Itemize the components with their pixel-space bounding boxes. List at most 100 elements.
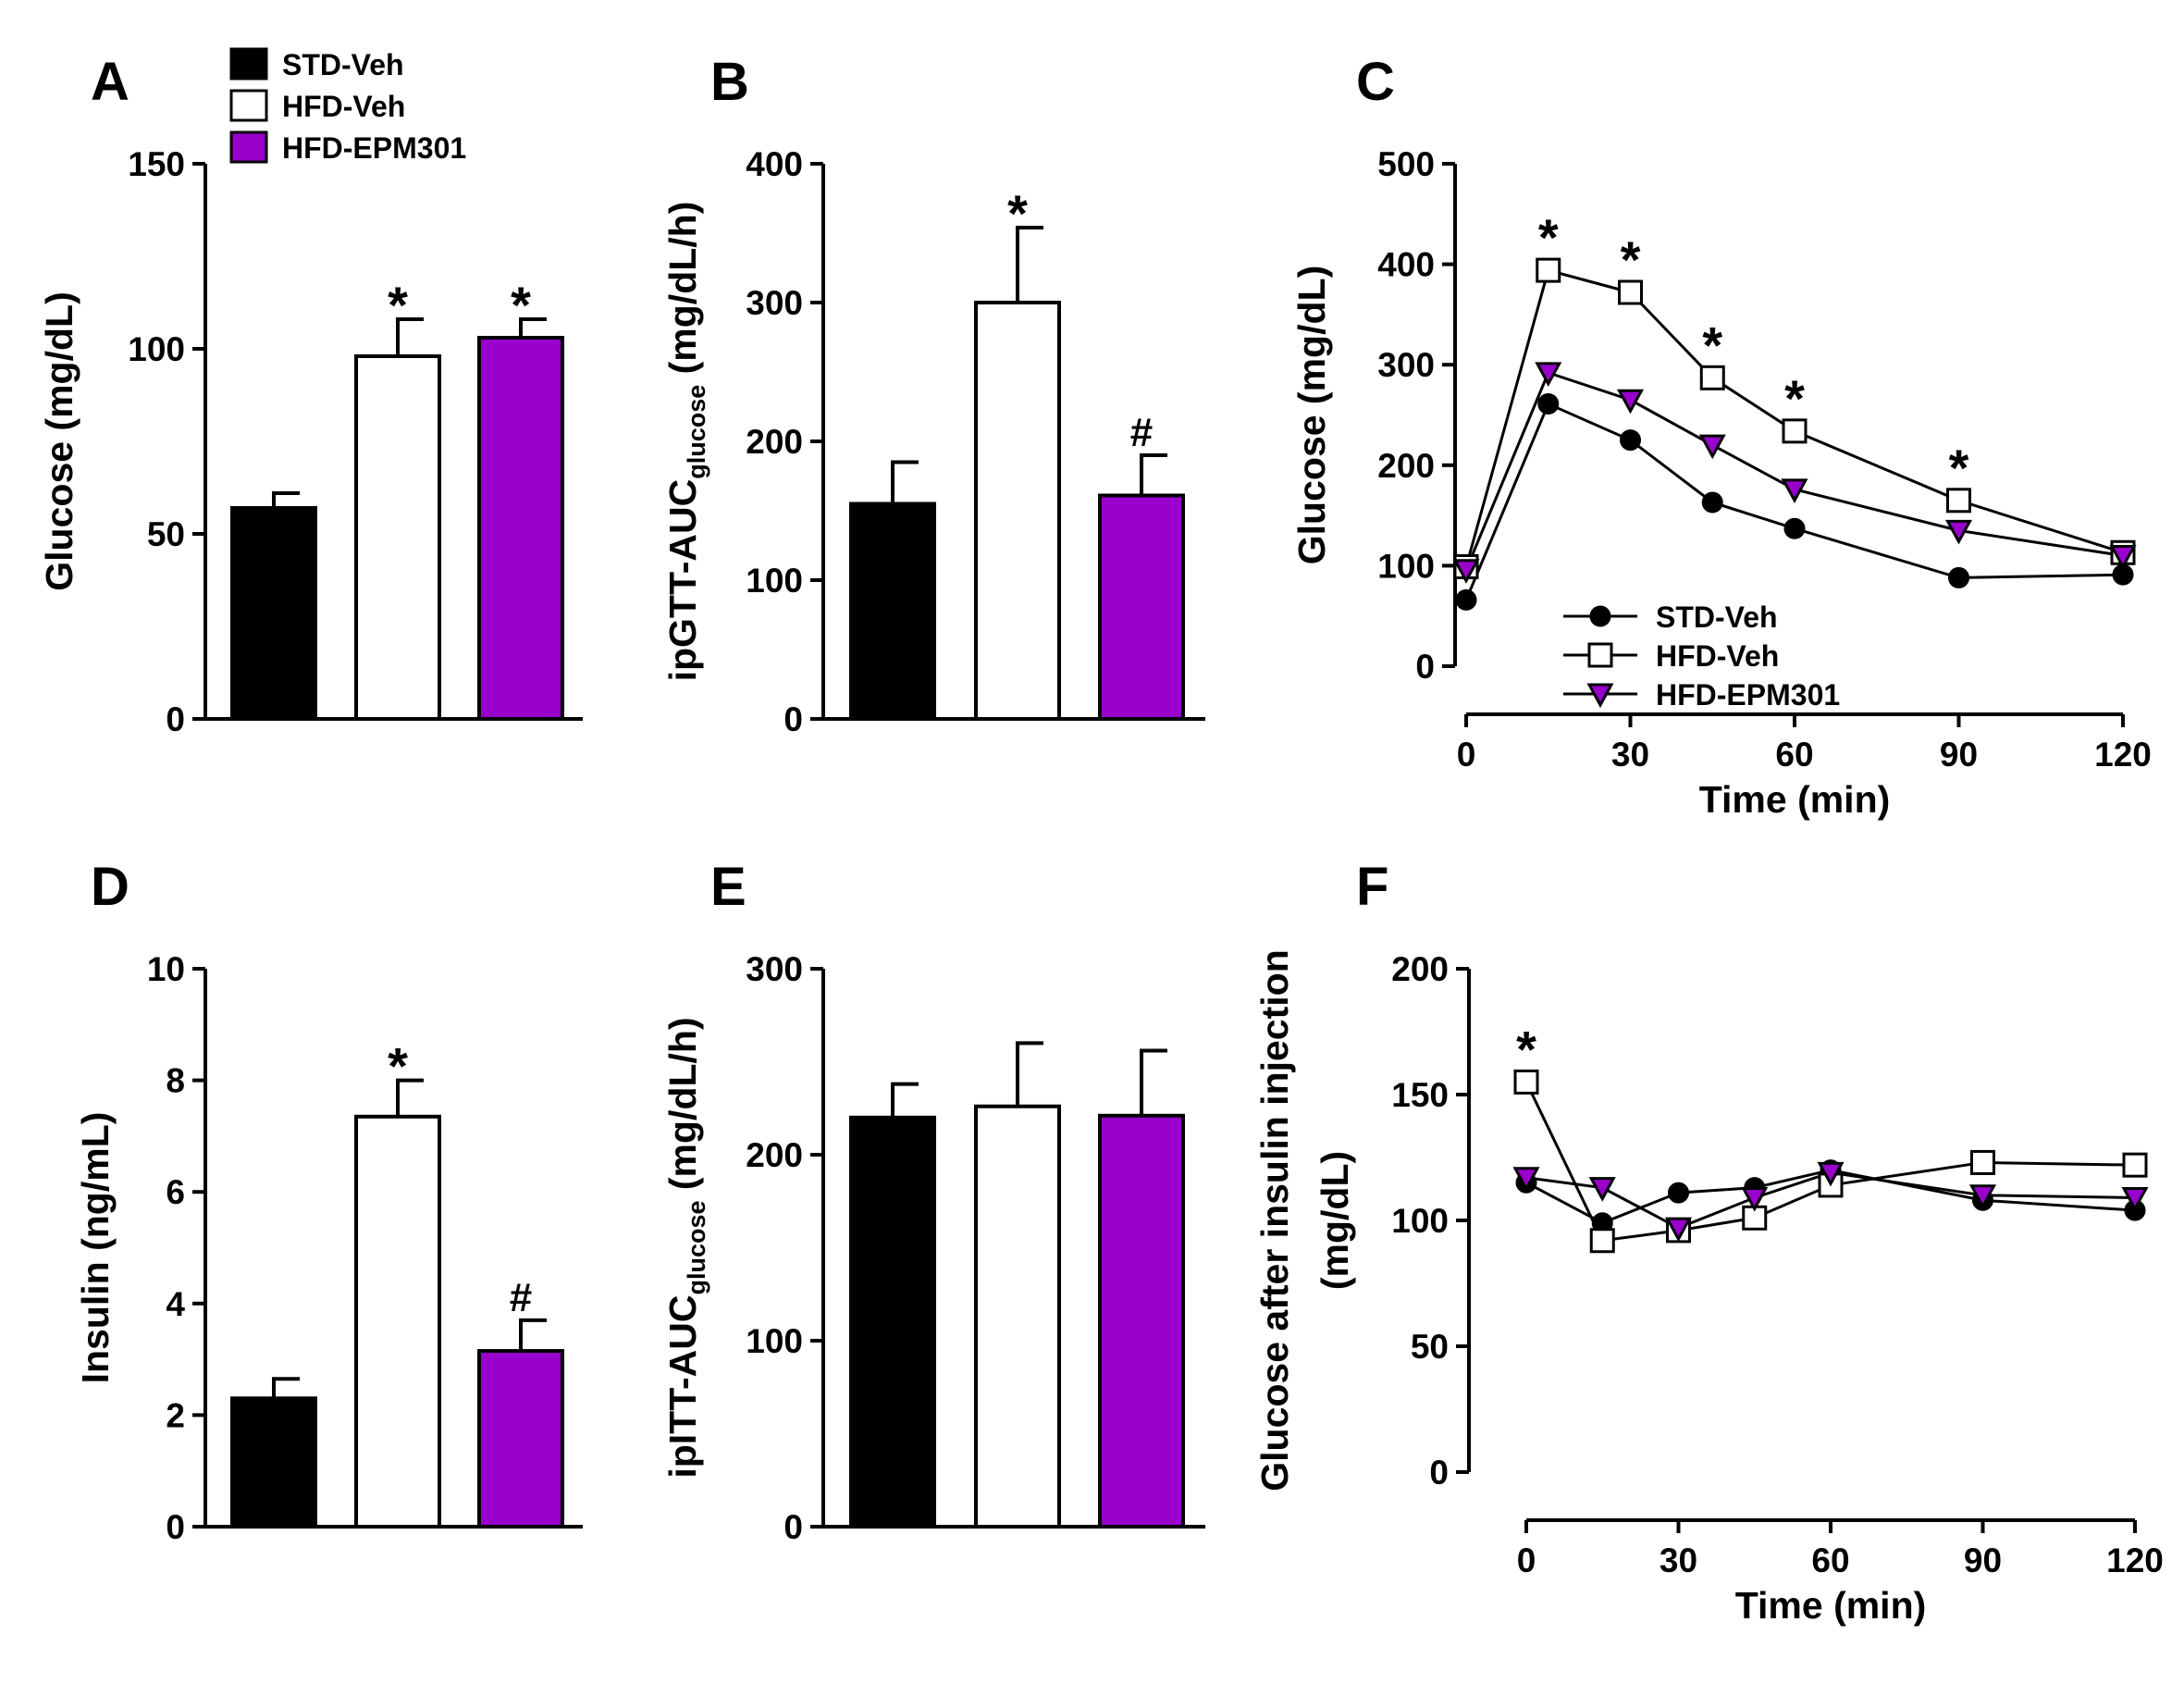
panel-f-x-tick-label-0: 0 bbox=[1517, 1541, 1536, 1579]
panel-f-x-tick-label-120: 120 bbox=[2106, 1541, 2164, 1579]
panel-c-point-std-veh-30 bbox=[1620, 429, 1641, 452]
panel-d-y-title: Insulin (ng/mL) bbox=[74, 1112, 117, 1384]
legend-line-label-std-veh: STD-Veh bbox=[1656, 600, 1778, 634]
panel-c-point-hfd-epm301-15 bbox=[1535, 362, 1562, 388]
panel-c-point-hfd-epm301-0 bbox=[1452, 559, 1480, 584]
panel-c-point-std-veh-45 bbox=[1701, 491, 1723, 514]
panel-f-y-tick-label-100: 100 bbox=[1391, 1202, 1449, 1240]
panel-e-y-tick-label-100: 100 bbox=[746, 1322, 803, 1360]
panel-a-y-tick-label-0: 0 bbox=[166, 700, 185, 738]
panel-f-point-hfd-veh-15 bbox=[1589, 1228, 1615, 1254]
panel-f-x-title: Time (min) bbox=[1735, 1584, 1927, 1627]
panel-a-letter: A bbox=[91, 52, 130, 112]
panel-b-y-title-main: ipGTT-AUC bbox=[661, 479, 704, 682]
panel-b-y-tick-label-400: 400 bbox=[746, 145, 803, 183]
panel-c-point-hfd-veh-45 bbox=[1699, 365, 1725, 390]
panel-e-letter: E bbox=[710, 857, 747, 917]
panel-b-y-title-sub: glucose bbox=[683, 385, 710, 479]
panel-c-point-std-veh-0 bbox=[1455, 588, 1477, 611]
legend-line-label-hfd-epm301: HFD-EPM301 bbox=[1656, 678, 1840, 712]
panel-c-x-tick-label-120: 120 bbox=[2094, 736, 2152, 774]
panel-a-annotation-hfd-veh: * bbox=[388, 276, 408, 334]
panel-b: 0 100 200 300 400 * # ipGTT-AUCglucose (mg/dL/h… bbox=[661, 52, 1205, 738]
panel-c-point-hfd-epm301-30 bbox=[1616, 389, 1645, 415]
panel-c-x-tick-label-90: 90 bbox=[1940, 736, 1978, 774]
panel-b-y-tick-label-0: 0 bbox=[784, 700, 803, 738]
panel-c-point-std-veh-15 bbox=[1537, 393, 1560, 415]
panel-b-letter: B bbox=[710, 52, 749, 112]
panel-f-letter: F bbox=[1356, 857, 1388, 917]
panel-b-bar-std-veh bbox=[849, 501, 936, 721]
legend-line-marker-hfd-epm301 bbox=[1586, 683, 1614, 709]
legend-line-marker-std-veh bbox=[1589, 605, 1611, 627]
panel-e-y-tick-label-200: 200 bbox=[746, 1136, 803, 1174]
legend-bar-label-hfd-veh: HFD-Veh bbox=[282, 90, 405, 123]
panel-c-y-tick-label-0: 0 bbox=[1415, 648, 1435, 686]
panel-c-letter: C bbox=[1356, 52, 1395, 112]
panel-e-bar-hfd-epm301 bbox=[1098, 1113, 1185, 1529]
panel-d-y-tick-label-10: 10 bbox=[147, 950, 185, 988]
panel-a-y-tick-label-100: 100 bbox=[128, 330, 185, 368]
panel-f-point-hfd-epm301-120 bbox=[2121, 1187, 2149, 1212]
panel-d-bar-hfd-epm301 bbox=[477, 1349, 564, 1529]
legend-bar-label-hfd-epm301: HFD-EPM301 bbox=[282, 131, 466, 165]
panel-f-y-title: Glucose after insulin injection bbox=[1253, 949, 1296, 1492]
panel-a-y-tick-label-50: 50 bbox=[147, 515, 185, 553]
panel-f-y-tick-label-0: 0 bbox=[1429, 1454, 1449, 1492]
panel-c-point-hfd-veh-60 bbox=[1782, 418, 1808, 444]
panel-b-y-tick-label-300: 300 bbox=[746, 284, 803, 322]
panel-e-y-title-tail: (mg/dL/h) bbox=[661, 1017, 704, 1200]
panel-b-y-title-tail: (mg/dL/h) bbox=[661, 202, 704, 385]
panel-c-point-std-veh-60 bbox=[1783, 517, 1806, 539]
panel-a-y-tick-label-150: 150 bbox=[128, 145, 185, 183]
panel-b-y-title: ipGTT-AUCglucose (mg/dL/h) bbox=[661, 202, 710, 682]
panel-e-bar-hfd-veh bbox=[974, 1104, 1061, 1529]
panel-c-annotation-15: * bbox=[1538, 208, 1559, 266]
panel-b-y-tick-label-200: 200 bbox=[746, 423, 803, 461]
panel-f-point-hfd-veh-120 bbox=[2122, 1152, 2148, 1178]
panel-c-y-tick-label-500: 500 bbox=[1377, 145, 1435, 183]
panel-f-point-hfd-epm301-90 bbox=[1968, 1184, 1997, 1209]
panel-f-point-hfd-epm301-30 bbox=[1664, 1217, 1693, 1243]
panel-d-bar-hfd-veh bbox=[354, 1114, 441, 1529]
panel-e-y-title-main: ipITT-AUC bbox=[661, 1295, 704, 1479]
panel-c-point-hfd-veh-30 bbox=[1618, 279, 1643, 305]
panel-c-x-tick-label-0: 0 bbox=[1457, 736, 1476, 774]
panel-c-y-tick-label-100: 100 bbox=[1377, 547, 1435, 585]
panel-c-annotation-30: * bbox=[1621, 230, 1641, 289]
panel-e-y-title: ipITT-AUCglucose (mg/dL/h) bbox=[661, 1017, 710, 1478]
panel-f-point-hfd-epm301-15 bbox=[1588, 1177, 1616, 1202]
panel-c-annotation-45: * bbox=[1702, 316, 1722, 374]
panel-f: 0 50 100 150 200 0 30 60 90 120 Time (min) * Glucose… bbox=[1253, 857, 2164, 1627]
panel-c-y-tick-label-400: 400 bbox=[1377, 246, 1435, 284]
panel-d-y-tick-label-6: 6 bbox=[166, 1173, 185, 1211]
panel-e-bar-std-veh bbox=[849, 1115, 936, 1529]
panel-c-point-hfd-epm301-60 bbox=[1781, 478, 1808, 503]
legend-bar-swatch-std-veh bbox=[229, 47, 268, 80]
panel-d-bar-std-veh bbox=[230, 1396, 317, 1529]
panel-f-point-std-veh-30 bbox=[1668, 1182, 1689, 1204]
panel-d-annotation-hfd-epm301: # bbox=[510, 1275, 532, 1320]
panel-e: 0 100 200 300 ipITT-AUCglucose (mg/dL/h) E bbox=[661, 857, 1205, 1546]
legend-line: STD-Veh HFD-Veh HFD-EPM301 bbox=[1563, 600, 1840, 712]
panel-a-bar-hfd-veh bbox=[354, 354, 441, 721]
panel-c-x-title: Time (min) bbox=[1699, 778, 1891, 821]
panel-f-annotation-0: * bbox=[1516, 1020, 1536, 1078]
panel-b-y-tick-label-100: 100 bbox=[746, 562, 803, 600]
panel-c-y-tick-label-300: 300 bbox=[1377, 346, 1435, 384]
panel-c-point-hfd-epm301-120 bbox=[2109, 545, 2137, 570]
legend-bar-swatch-hfd-epm301 bbox=[229, 130, 268, 164]
panel-b-bar-hfd-veh bbox=[974, 301, 1061, 721]
panel-c-annotation-60: * bbox=[1784, 369, 1805, 427]
panel-d: 0 2 4 6 8 10 * # Insulin (ng/mL) D bbox=[74, 857, 583, 1546]
panel-f-x-tick-label-30: 30 bbox=[1660, 1541, 1697, 1579]
panel-c-annotation-90: * bbox=[1949, 439, 1969, 497]
panel-a-annotation-hfd-epm301: * bbox=[511, 276, 531, 334]
legend-line-label-hfd-veh: HFD-Veh bbox=[1656, 639, 1779, 673]
panel-e-y-tick-label-0: 0 bbox=[784, 1508, 803, 1546]
panel-f-y-tick-label-50: 50 bbox=[1411, 1328, 1449, 1366]
panel-f-x-tick-label-60: 60 bbox=[1811, 1541, 1849, 1579]
legend-bar: STD-Veh HFD-Veh HFD-EPM301 bbox=[229, 47, 466, 165]
panel-f-point-hfd-veh-90 bbox=[1970, 1149, 1995, 1175]
